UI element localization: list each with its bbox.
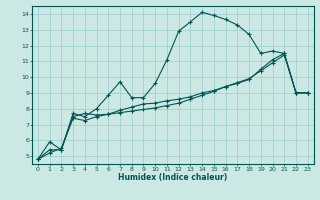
X-axis label: Humidex (Indice chaleur): Humidex (Indice chaleur) (118, 173, 228, 182)
